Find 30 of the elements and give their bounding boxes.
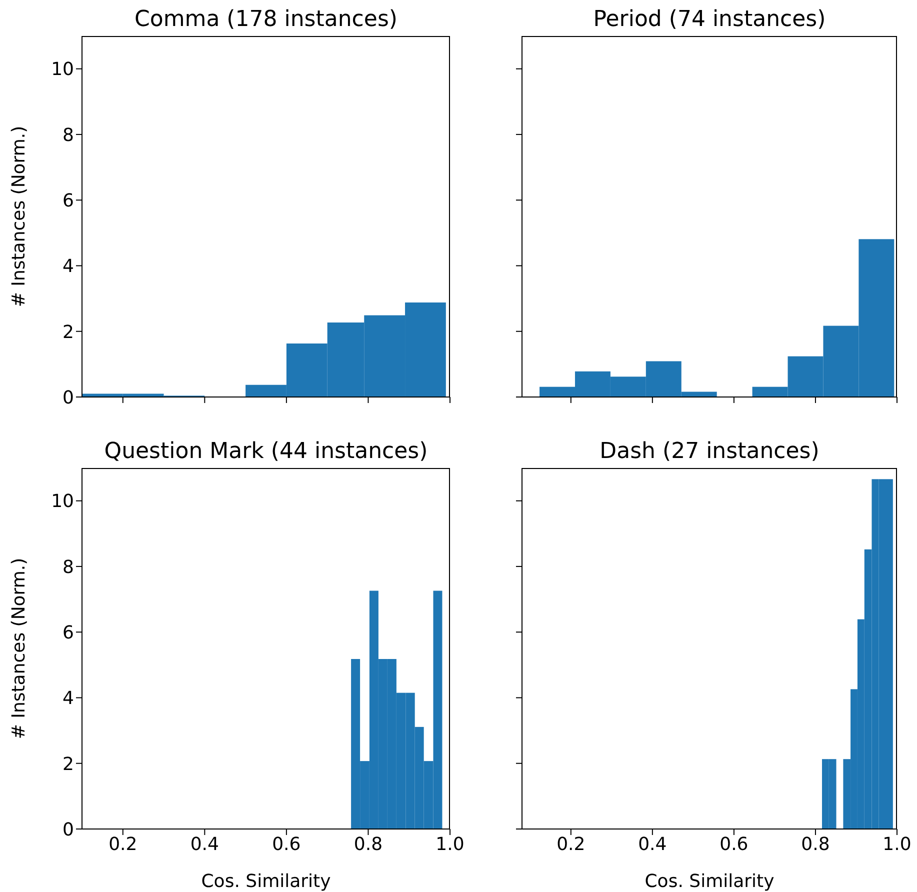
y-tick-label: 8: [62, 556, 74, 578]
x-tick-label: 0.2: [108, 834, 138, 855]
x-tick-label: 0.6: [720, 834, 748, 855]
x-tick-label: 0.2: [556, 834, 586, 855]
y-tick-label: 4: [62, 688, 74, 710]
y-axis-title: # Instances (Norm.): [8, 558, 30, 740]
y-axis-title: # Instances (Norm.): [8, 126, 30, 308]
x-tick-label: 1.0: [436, 834, 464, 855]
x-tick-label: 0.4: [190, 834, 219, 855]
x-axis-title: Cos. Similarity: [201, 871, 332, 892]
y-tick-label: 6: [62, 622, 74, 644]
y-tick-label: 2: [62, 754, 74, 775]
chart-title: Period (74 instances): [592, 7, 827, 32]
x-axis-title: Cos. Similarity: [644, 871, 775, 892]
y-tick-label: 4: [62, 256, 74, 278]
y-tick-label: 10: [51, 59, 74, 80]
y-tick-label: 6: [62, 190, 74, 212]
y-tick-label: 10: [51, 491, 74, 512]
chart-title: Dash (27 instances): [598, 439, 820, 464]
x-tick-label: 1.0: [882, 834, 912, 855]
y-tick-label: 8: [62, 124, 74, 146]
chart-title: Question Mark (44 instances): [103, 439, 429, 464]
x-tick-label: 0.8: [354, 834, 383, 855]
x-tick-label: 0.8: [801, 834, 830, 855]
y-tick-label: 2: [62, 322, 74, 343]
x-tick-label: 0.6: [272, 834, 301, 855]
y-tick-label: 0: [62, 819, 74, 840]
x-tick-label: 0.4: [638, 834, 667, 855]
chart-title: Comma (178 instances): [134, 7, 398, 32]
y-tick-label: 0: [62, 387, 74, 408]
